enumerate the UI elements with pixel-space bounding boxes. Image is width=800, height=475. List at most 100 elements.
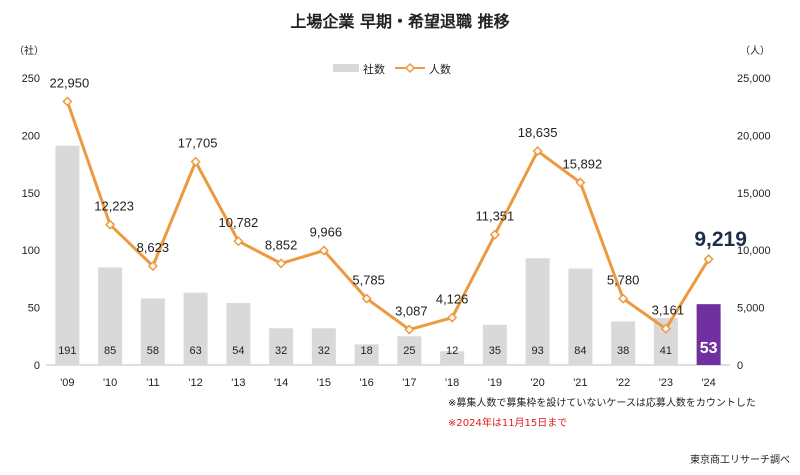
line-point: [532, 146, 543, 157]
point-label: 4,126: [436, 292, 469, 307]
line-point: [190, 156, 201, 167]
x-tick-label: '24: [701, 377, 715, 389]
line-point: [233, 236, 244, 247]
line-point: [62, 96, 73, 107]
x-tick-label: '21: [573, 377, 587, 389]
line-point: [147, 260, 158, 272]
bar: [568, 268, 593, 365]
right-axis: 0 5,000 10,000 15,000 20,000 25,000: [737, 73, 771, 372]
line-point: [318, 245, 329, 256]
point-label: 5,785: [352, 273, 385, 288]
point-label: 17,705: [178, 136, 218, 151]
point-label: 18,635: [518, 125, 558, 140]
line-point: [276, 258, 287, 269]
x-tick-label: '20: [530, 377, 544, 389]
bar: [98, 267, 123, 365]
right-tick-label: 25,000: [737, 73, 771, 85]
bar-label: 41: [660, 345, 672, 357]
bar-label: 38: [617, 345, 629, 357]
line-point: [575, 177, 586, 188]
point-label: 9,966: [310, 225, 343, 240]
point-label: 3,087: [395, 304, 428, 319]
right-tick-label: 10,000: [737, 245, 771, 257]
x-tick-label: '18: [445, 377, 459, 389]
bar-label: 32: [318, 345, 330, 357]
left-tick-label: 250: [22, 73, 40, 85]
right-tick-label: 0: [737, 360, 743, 372]
bar: [183, 292, 208, 365]
bar-label: 54: [232, 345, 244, 357]
right-axis-unit: （人）: [740, 45, 770, 57]
bar: [311, 328, 336, 365]
bar: [55, 145, 80, 365]
point-label: 12,223: [94, 199, 134, 214]
legend-line-label: 人数: [429, 63, 451, 76]
line-point: [489, 229, 500, 240]
left-tick-label: 150: [22, 188, 40, 200]
bar-label: 32: [275, 345, 287, 357]
bar-label: 18: [361, 345, 373, 357]
line-series: [62, 96, 714, 335]
left-tick-label: 200: [22, 130, 40, 142]
point-label: 15,892: [562, 157, 602, 172]
bar-label: 85: [104, 345, 116, 357]
legend-line-marker: [404, 62, 416, 74]
bar-label: 12: [446, 345, 458, 357]
x-tick-label: '09: [60, 377, 74, 389]
line-path: [65, 101, 710, 332]
right-tick-label: 5,000: [737, 303, 765, 315]
line-point: [703, 254, 714, 265]
x-tick-label: '13: [231, 377, 245, 389]
line-point: [361, 293, 372, 304]
legend-bar-swatch: [333, 64, 359, 72]
x-tick-label: '23: [659, 377, 673, 389]
left-tick-label: 100: [22, 245, 40, 257]
x-tick-label: '12: [188, 377, 202, 389]
bar: [440, 351, 465, 365]
bar: [482, 324, 507, 365]
bar: [611, 321, 636, 365]
bar-label: 25: [403, 345, 415, 357]
bar-label: 53: [700, 340, 718, 357]
left-tick-label: 0: [34, 360, 40, 372]
source: 東京商工リサーチ調べ: [690, 453, 790, 466]
line-point: [105, 219, 116, 230]
point-label: 11,351: [475, 209, 514, 224]
point-label: 3,161: [652, 303, 685, 318]
x-tick-label: '16: [359, 377, 373, 389]
x-tick-label: '15: [317, 377, 331, 389]
line-point: [447, 312, 458, 323]
bar: [696, 304, 721, 365]
bar-label: 84: [574, 345, 586, 357]
line-point: [618, 293, 629, 304]
note-recruitment: ※募集人数で募集枠を設けていないケースは応募人数をカウントした: [448, 396, 756, 409]
left-axis-unit: （社）: [14, 44, 44, 57]
x-axis: '09 '10 '11 '12 '13 '14 '15 '16 '17 '18 '19 '20 '21 '…: [60, 377, 716, 389]
bar: [226, 303, 251, 365]
x-tick-label: '22: [616, 377, 630, 389]
bar-labels: 191 85 58 63 54 32 32 18 25 12 35 93 84 38 41 53: [58, 340, 717, 357]
point-label: 22,950: [49, 76, 89, 91]
left-axis: 0 50 100 150 200 250: [22, 73, 40, 372]
x-tick-label: '17: [402, 377, 416, 389]
note-2024: ※2024年は11月15日まで: [448, 416, 567, 429]
bar: [269, 328, 294, 365]
bar-label: 58: [147, 345, 159, 357]
bar: [397, 336, 422, 365]
x-tick-label: '19: [488, 377, 502, 389]
right-tick-label: 20,000: [737, 130, 771, 142]
point-label: 8,623: [137, 240, 170, 255]
point-label: 5,780: [607, 273, 640, 288]
point-label: 10,782: [218, 215, 258, 230]
bar-label: 191: [58, 345, 76, 357]
x-tick-label: '11: [146, 377, 160, 389]
bar: [140, 298, 165, 365]
line-point: [404, 324, 415, 335]
bar-series: [55, 145, 721, 365]
bar-label: 63: [190, 345, 202, 357]
legend-bar-label: 社数: [363, 62, 385, 76]
point-labels: 22,950 12,223 8,623 17,705 10,782 8,852 9,966 5…: [49, 76, 746, 319]
bar: [525, 258, 550, 365]
bar-label: 93: [532, 345, 544, 357]
